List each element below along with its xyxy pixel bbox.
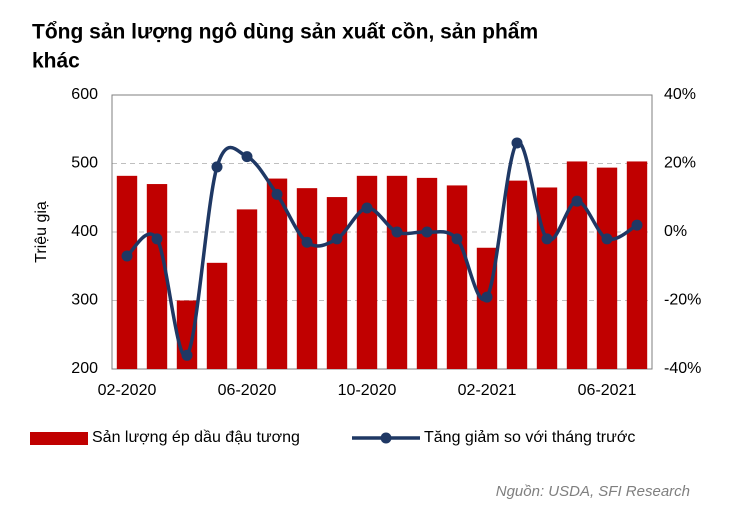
line-marker (181, 349, 193, 361)
line (125, 140, 638, 358)
y-tick-label: 500 (71, 155, 98, 172)
bar (626, 161, 648, 369)
y2-tick-label: -40% (664, 360, 701, 377)
y2-tick-label: 0% (664, 223, 687, 240)
line-marker (271, 188, 283, 200)
bar (386, 175, 408, 369)
bar (146, 184, 168, 369)
bar (566, 161, 588, 369)
line-marker (121, 250, 133, 262)
y-axis-label: Triệu giạ (33, 201, 50, 263)
x-tick-label: 06-2021 (578, 382, 637, 399)
bar (296, 188, 318, 369)
legend-swatch (30, 432, 88, 445)
line-marker (511, 137, 523, 149)
line-marker (151, 233, 163, 245)
legend-label: Sản lượng ép dầu đậu tương (92, 429, 300, 446)
y-tick-label: 300 (71, 292, 98, 309)
y-tick-label: 200 (71, 360, 98, 377)
bar (266, 178, 288, 369)
bar (446, 185, 468, 369)
x-tick-label: 02-2020 (98, 382, 157, 399)
line-marker (631, 219, 643, 231)
source: Nguồn: USDA, SFI Research (496, 483, 690, 500)
bar (506, 180, 528, 369)
chart-title: khác (32, 50, 80, 73)
bar (326, 197, 348, 369)
x-tick-label: 02-2021 (458, 382, 517, 399)
line-marker (241, 151, 253, 163)
line-marker (301, 236, 313, 248)
x-tick-label: 10-2020 (338, 382, 397, 399)
chart-title: Tổng sản lượng ngô dùng sản xuất cồn, sả… (32, 21, 538, 44)
line-marker (421, 226, 433, 238)
line-marker (541, 233, 553, 245)
line-marker (361, 202, 373, 214)
y-tick-label: 400 (71, 223, 98, 240)
plot-border (111, 94, 653, 370)
legend-label: Tăng giảm so với tháng trước (424, 429, 635, 446)
bar (206, 262, 228, 369)
bar (596, 167, 618, 369)
bar (116, 175, 138, 369)
line-marker (211, 161, 223, 173)
line-marker (331, 233, 343, 245)
y2-tick-label: 40% (664, 86, 696, 103)
legend-swatch (380, 432, 392, 444)
y2-tick-label: -20% (664, 292, 701, 309)
line-marker (601, 233, 613, 245)
bar (236, 209, 258, 369)
bar (356, 175, 378, 369)
y2-tick-label: 20% (664, 155, 696, 172)
y-tick-label: 600 (71, 86, 98, 103)
line-marker (391, 226, 403, 238)
line-marker (571, 195, 583, 207)
bar (416, 177, 438, 369)
line-marker (451, 233, 463, 245)
x-tick-label: 06-2020 (218, 382, 277, 399)
line-marker (481, 291, 493, 303)
